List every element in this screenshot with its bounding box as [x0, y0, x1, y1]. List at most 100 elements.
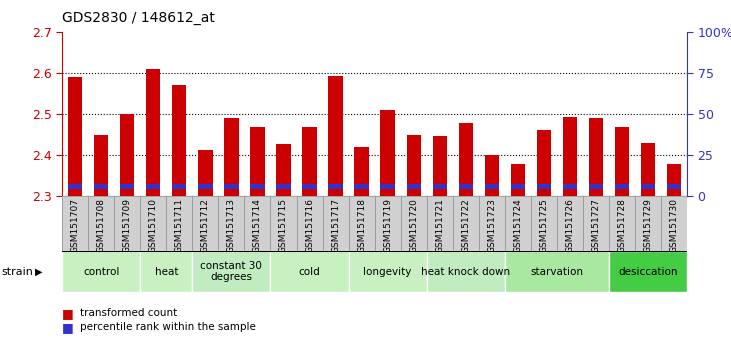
- Text: GSM151710: GSM151710: [149, 198, 158, 253]
- Text: GSM151724: GSM151724: [513, 198, 523, 253]
- Bar: [146, 184, 160, 189]
- Bar: [198, 150, 213, 196]
- Text: GSM151721: GSM151721: [435, 198, 444, 253]
- Text: control: control: [83, 267, 119, 277]
- Bar: [589, 118, 603, 196]
- Bar: [140, 251, 192, 292]
- Bar: [270, 251, 349, 292]
- Bar: [531, 196, 557, 251]
- Bar: [192, 196, 219, 251]
- Bar: [511, 164, 525, 196]
- Bar: [479, 196, 505, 251]
- Bar: [583, 196, 609, 251]
- Bar: [374, 196, 401, 251]
- Bar: [667, 164, 681, 196]
- Text: ■: ■: [62, 307, 74, 320]
- Bar: [433, 184, 447, 189]
- Bar: [328, 184, 343, 189]
- Bar: [505, 196, 531, 251]
- Bar: [120, 184, 135, 189]
- Text: GSM151711: GSM151711: [175, 198, 183, 253]
- Bar: [609, 196, 635, 251]
- Bar: [94, 135, 108, 196]
- Bar: [563, 118, 577, 196]
- Bar: [641, 184, 655, 189]
- Text: ▶: ▶: [35, 267, 42, 277]
- Bar: [173, 184, 186, 189]
- Bar: [406, 135, 421, 196]
- Bar: [609, 251, 687, 292]
- Bar: [401, 196, 427, 251]
- Bar: [485, 184, 499, 189]
- Bar: [452, 196, 479, 251]
- Bar: [68, 184, 83, 189]
- Text: GSM151726: GSM151726: [566, 198, 575, 253]
- Bar: [635, 196, 661, 251]
- Text: GSM151720: GSM151720: [409, 198, 418, 253]
- Bar: [224, 118, 238, 196]
- Text: cold: cold: [299, 267, 320, 277]
- Text: starvation: starvation: [531, 267, 583, 277]
- Bar: [250, 184, 265, 189]
- Bar: [303, 184, 317, 189]
- Bar: [381, 184, 395, 189]
- Bar: [406, 184, 421, 189]
- Text: GSM151716: GSM151716: [305, 198, 314, 253]
- Text: GDS2830 / 148612_at: GDS2830 / 148612_at: [62, 11, 215, 25]
- Bar: [349, 196, 374, 251]
- Bar: [244, 196, 270, 251]
- Bar: [661, 196, 687, 251]
- Text: GSM151725: GSM151725: [539, 198, 548, 253]
- Text: GSM151713: GSM151713: [227, 198, 236, 253]
- Bar: [537, 184, 551, 189]
- Text: percentile rank within the sample: percentile rank within the sample: [80, 322, 257, 332]
- Text: longevity: longevity: [363, 267, 412, 277]
- Bar: [62, 196, 88, 251]
- Bar: [458, 184, 473, 189]
- Text: constant 30
degrees: constant 30 degrees: [200, 261, 262, 282]
- Bar: [224, 184, 238, 189]
- Text: GSM151707: GSM151707: [71, 198, 80, 253]
- Bar: [485, 155, 499, 196]
- Text: GSM151728: GSM151728: [618, 198, 626, 253]
- Text: GSM151714: GSM151714: [253, 198, 262, 253]
- Bar: [140, 196, 167, 251]
- Bar: [219, 196, 244, 251]
- Text: GSM151715: GSM151715: [279, 198, 288, 253]
- Text: GSM151709: GSM151709: [123, 198, 132, 253]
- Bar: [667, 184, 681, 189]
- Bar: [68, 77, 83, 196]
- Bar: [563, 184, 577, 189]
- Bar: [167, 196, 192, 251]
- Text: desiccation: desiccation: [618, 267, 678, 277]
- Bar: [276, 144, 291, 196]
- Bar: [427, 251, 505, 292]
- Bar: [355, 184, 368, 189]
- Bar: [62, 251, 140, 292]
- Text: GSM151723: GSM151723: [488, 198, 496, 253]
- Text: heat: heat: [154, 267, 178, 277]
- Text: transformed count: transformed count: [80, 308, 178, 318]
- Bar: [88, 196, 114, 251]
- Bar: [505, 251, 609, 292]
- Bar: [615, 127, 629, 196]
- Text: GSM151730: GSM151730: [670, 198, 678, 253]
- Text: GSM151712: GSM151712: [201, 198, 210, 253]
- Bar: [355, 147, 368, 196]
- Text: GSM151717: GSM151717: [331, 198, 340, 253]
- Bar: [557, 196, 583, 251]
- Text: GSM151708: GSM151708: [96, 198, 106, 253]
- Text: GSM151718: GSM151718: [357, 198, 366, 253]
- Bar: [173, 85, 186, 196]
- Text: GSM151727: GSM151727: [591, 198, 600, 253]
- Bar: [94, 184, 108, 189]
- Bar: [381, 110, 395, 196]
- Bar: [328, 76, 343, 196]
- Bar: [433, 136, 447, 196]
- Bar: [192, 251, 270, 292]
- Bar: [303, 127, 317, 196]
- Bar: [641, 143, 655, 196]
- Bar: [322, 196, 349, 251]
- Bar: [276, 184, 291, 189]
- Bar: [615, 184, 629, 189]
